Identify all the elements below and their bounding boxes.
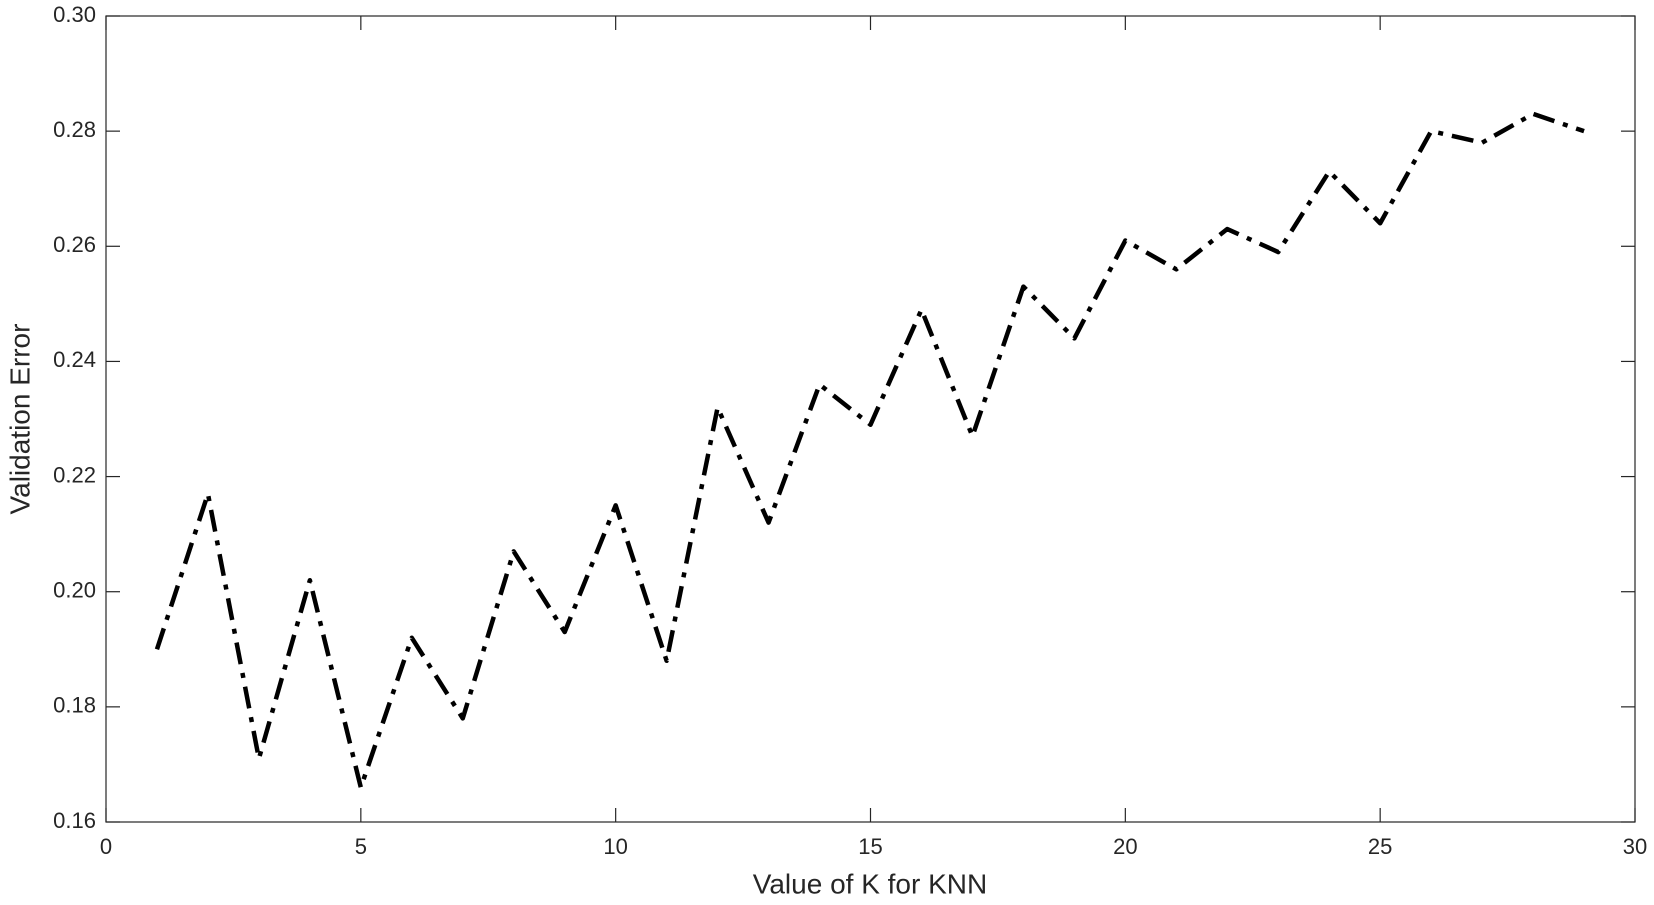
y-axis-title: Validation Error xyxy=(4,324,35,515)
y-tick-label: 0.22 xyxy=(53,462,96,487)
y-tick-label: 0.16 xyxy=(53,808,96,833)
plot-frame xyxy=(105,15,1636,823)
x-tick-label: 20 xyxy=(1113,834,1137,859)
y-tick-label: 0.26 xyxy=(53,232,96,257)
y-tick-label: 0.24 xyxy=(53,347,96,372)
x-axis-title: Value of K for KNN xyxy=(753,868,987,899)
x-tick-label: 5 xyxy=(355,834,367,859)
data-line xyxy=(154,111,1585,790)
y-tick-label: 0.30 xyxy=(53,2,96,27)
y-tick-label: 0.20 xyxy=(53,578,96,603)
x-tick-label: 10 xyxy=(603,834,627,859)
x-tick-label: 15 xyxy=(858,834,882,859)
x-tick-label: 25 xyxy=(1368,834,1392,859)
x-tick-label: 0 xyxy=(100,834,112,859)
x-tick-label: 30 xyxy=(1623,834,1647,859)
y-tick-label: 0.28 xyxy=(53,117,96,142)
y-tick-label: 0.18 xyxy=(53,693,96,718)
